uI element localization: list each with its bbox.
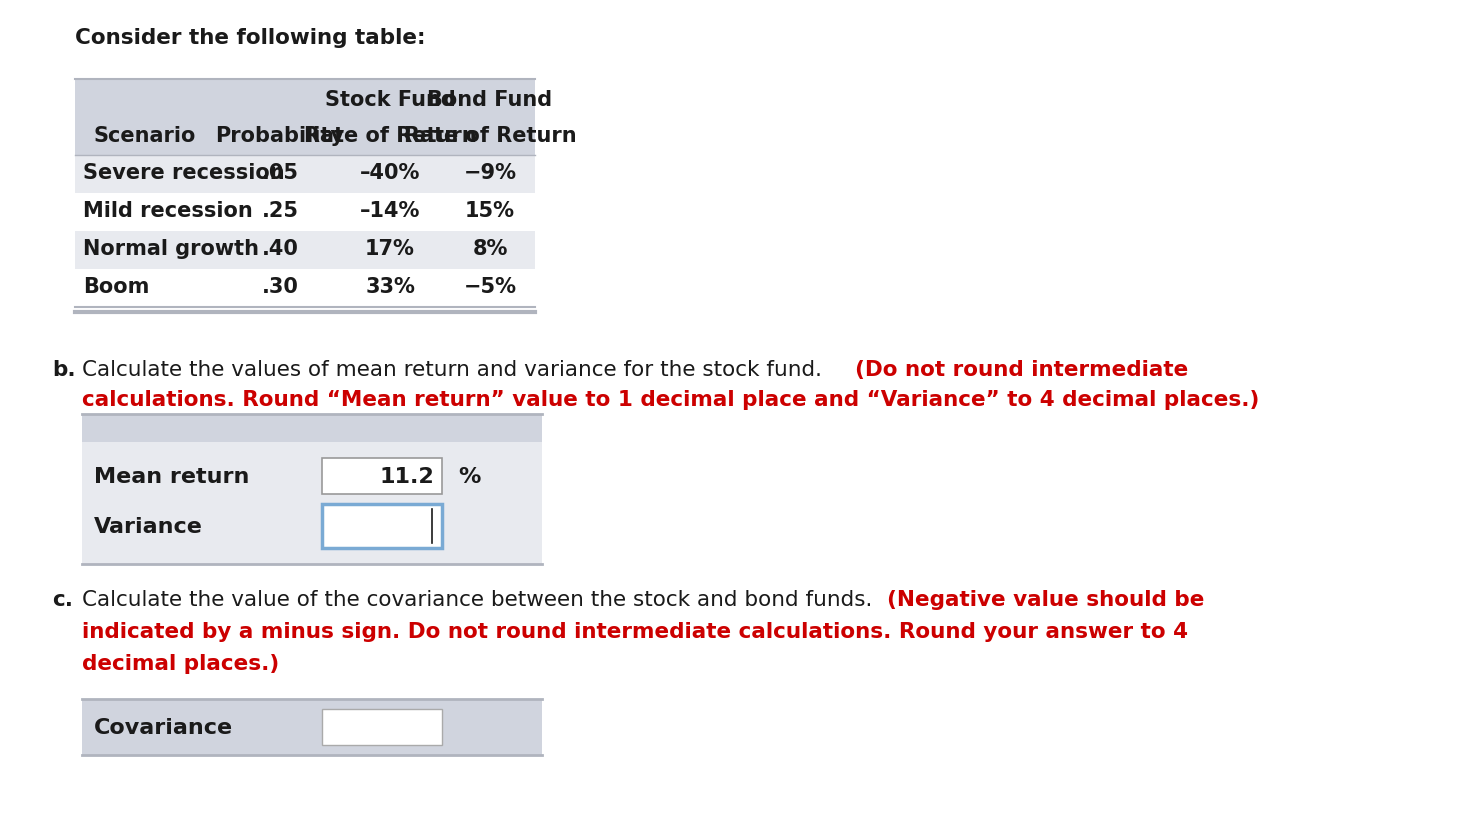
Bar — [82, 414, 542, 442]
Text: Rate of Return: Rate of Return — [304, 126, 476, 146]
Bar — [322, 458, 442, 495]
Text: Rate of Return: Rate of Return — [404, 126, 576, 146]
Text: calculations. Round “Mean return” value to 1 decimal place and “Variance” to 4 d: calculations. Round “Mean return” value … — [82, 390, 1260, 409]
Text: indicated by a minus sign. Do not round intermediate calculations. Round your an: indicated by a minus sign. Do not round … — [82, 621, 1188, 641]
Text: .25: .25 — [262, 201, 298, 221]
Text: Severe recession: Severe recession — [82, 163, 285, 183]
Text: (Negative value should be: (Negative value should be — [886, 590, 1204, 609]
Text: Boom: Boom — [82, 277, 150, 297]
Text: Consider the following table:: Consider the following table: — [75, 28, 425, 48]
Bar — [82, 699, 542, 755]
Text: c.: c. — [51, 590, 74, 609]
Text: .30: .30 — [262, 277, 298, 297]
Text: −9%: −9% — [463, 163, 516, 183]
Text: Mild recession: Mild recession — [82, 201, 253, 221]
Text: Calculate the values of mean return and variance for the stock fund.: Calculate the values of mean return and … — [82, 360, 822, 380]
Text: %: % — [459, 466, 481, 486]
Text: 33%: 33% — [365, 277, 415, 297]
Bar — [322, 709, 442, 745]
Text: decimal places.): decimal places.) — [82, 653, 279, 673]
Text: .40: .40 — [262, 239, 298, 259]
Text: b.: b. — [51, 360, 75, 380]
Bar — [75, 80, 535, 155]
Text: –14%: –14% — [360, 201, 420, 221]
Bar — [75, 194, 535, 232]
Text: 15%: 15% — [465, 201, 514, 221]
Text: Variance: Variance — [94, 516, 203, 537]
Bar — [82, 442, 542, 564]
Text: Stock Fund: Stock Fund — [325, 90, 456, 110]
Text: 17%: 17% — [365, 239, 415, 259]
Bar — [75, 270, 535, 308]
Text: Mean return: Mean return — [94, 466, 250, 486]
Text: –40%: –40% — [360, 163, 420, 183]
Bar — [322, 504, 442, 548]
Text: Scenario: Scenario — [94, 126, 196, 146]
Text: Bond Fund: Bond Fund — [428, 90, 553, 110]
Text: .05: .05 — [262, 163, 298, 183]
Text: −5%: −5% — [463, 277, 516, 297]
Text: Calculate the value of the covariance between the stock and bond funds.: Calculate the value of the covariance be… — [82, 590, 872, 609]
Text: Covariance: Covariance — [94, 717, 234, 737]
Text: 8%: 8% — [472, 239, 507, 259]
Text: Normal growth: Normal growth — [82, 239, 259, 259]
Text: Probability: Probability — [216, 126, 344, 146]
Text: 11.2: 11.2 — [379, 466, 434, 486]
Bar — [75, 232, 535, 270]
Bar — [75, 155, 535, 194]
Text: (Do not round intermediate: (Do not round intermediate — [856, 360, 1188, 380]
